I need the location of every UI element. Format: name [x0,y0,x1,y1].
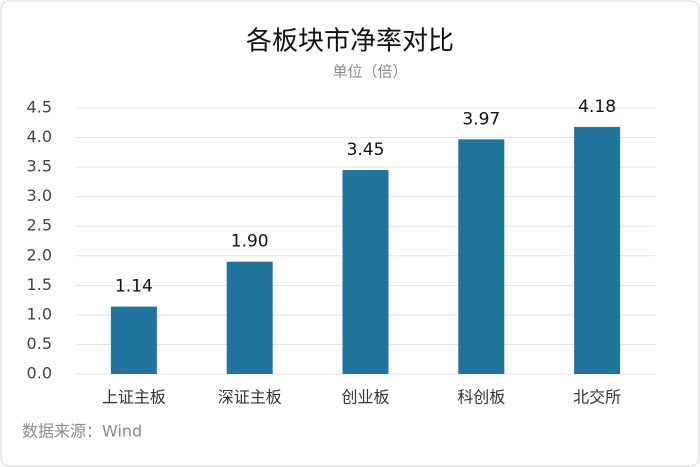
chart-subtitle: 单位（倍） [332,63,407,81]
y-tick-label: 4.5 [27,98,52,117]
x-tick-label: 上证主板 [102,388,166,407]
value-label: 3.45 [347,140,385,160]
y-tick-label: 1.0 [27,304,52,323]
bar [458,139,505,374]
value-label: 1.90 [231,232,269,252]
bar [226,261,273,374]
x-tick-label: 科创板 [457,388,505,407]
y-tick-label: 3.0 [27,186,52,205]
value-label: 1.14 [115,277,153,297]
source-note: 数据来源：Wind [22,422,142,441]
bar [342,170,389,374]
y-tick-label: 0.5 [27,334,52,353]
chart-title: 各板块市净率对比 [246,27,454,57]
value-label: 4.18 [578,97,616,117]
y-tick-label: 4.0 [27,127,52,146]
x-tick-label: 创业板 [341,388,389,407]
y-tick-label: 1.5 [27,275,52,294]
bar [110,306,157,374]
value-label: 3.97 [462,109,500,129]
y-tick-label: 0.0 [27,364,52,383]
bar [574,126,621,374]
y-tick-label: 2.0 [27,245,52,264]
y-tick-label: 2.5 [27,216,52,235]
y-tick-label: 3.5 [27,157,52,176]
x-tick-label: 北交所 [573,388,621,407]
x-tick-label: 深证主板 [218,388,282,407]
